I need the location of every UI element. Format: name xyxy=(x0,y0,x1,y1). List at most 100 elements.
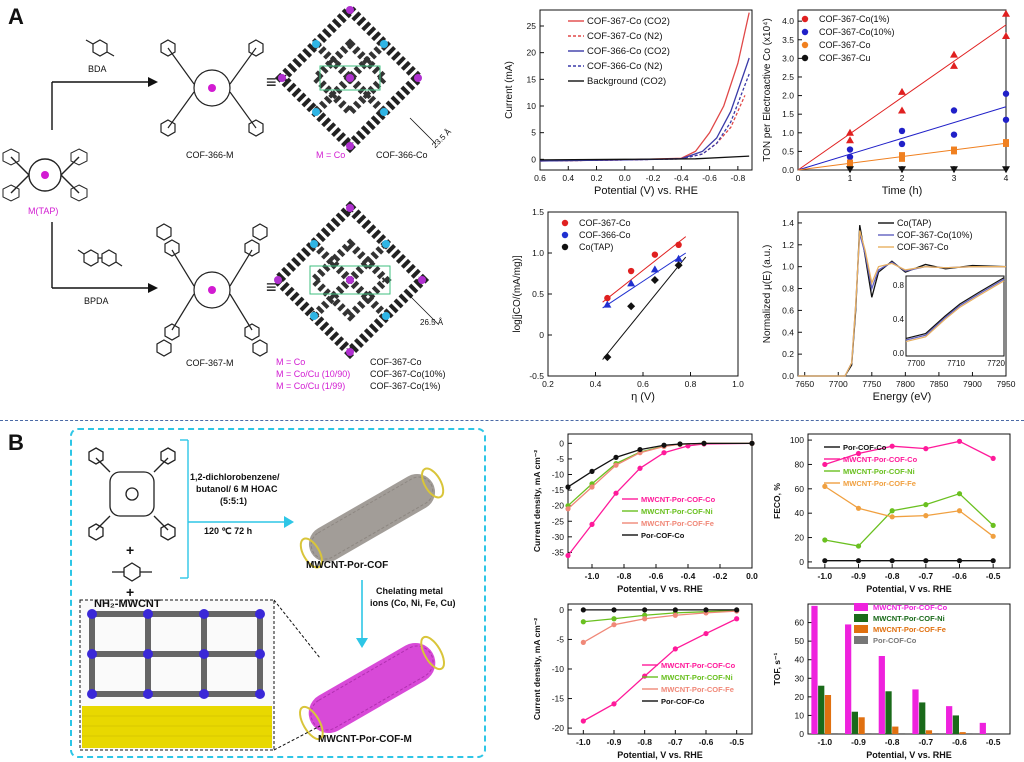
data-point xyxy=(855,543,862,549)
data-point xyxy=(956,558,963,564)
data-point xyxy=(956,491,963,497)
y-tick-label: 0.0 xyxy=(782,165,794,175)
data-point xyxy=(923,446,929,452)
data-point xyxy=(672,612,678,618)
legend-swatch xyxy=(854,614,868,622)
x-tick-label: -1.0 xyxy=(585,571,600,581)
legend-label: MWCNT-Por-COF-Ni xyxy=(641,507,713,516)
legend-label: MWCNT-Por-COF-Co xyxy=(843,455,918,464)
x-tick-label: -1.0 xyxy=(818,737,833,747)
x-tick-label: -0.8 xyxy=(885,571,900,581)
x-axis-label: Energy (eV) xyxy=(873,391,932,403)
precursor-label-text: M(TAP) xyxy=(28,206,59,216)
data-point xyxy=(580,718,586,724)
data-point xyxy=(613,462,619,468)
data-point xyxy=(565,506,571,512)
x-tick-label: -0.9 xyxy=(607,737,622,747)
data-point xyxy=(589,468,595,474)
legend-label: COF-367-Co (CO2) xyxy=(587,16,670,27)
bar xyxy=(878,656,885,734)
data-point xyxy=(603,353,612,362)
data-point xyxy=(565,484,571,490)
x-tick-label: -1.0 xyxy=(818,571,833,581)
fit-line xyxy=(602,252,687,309)
data-point xyxy=(956,508,963,514)
data-point xyxy=(1003,140,1009,147)
x-axis-label: Potential, V vs. RHE xyxy=(866,750,952,760)
data-point xyxy=(950,131,958,138)
y-tick-label: 1.4 xyxy=(782,218,794,228)
y-tick-label: -20 xyxy=(552,501,565,511)
x-tick-label: -0.5 xyxy=(729,737,744,747)
data-point xyxy=(846,136,854,144)
x-tick-label: 7700 xyxy=(829,379,848,389)
fit-line xyxy=(797,24,1007,171)
panel-divider xyxy=(0,420,1024,421)
chart-b3-current: -20 -15 -10 -5 0 -1.0 -0.9 -0.8 -0.7 -0.6 -0.5 Pote… xyxy=(530,598,760,760)
bar xyxy=(824,695,832,734)
x-tick-label: -0.6 xyxy=(952,737,967,747)
data-point xyxy=(950,61,958,69)
plot-frame xyxy=(807,433,1011,569)
data-point xyxy=(898,166,906,174)
equivalence-symbol-bottom: ≡ xyxy=(266,277,277,297)
y-tick-label: 0 xyxy=(559,605,564,615)
plot-frame xyxy=(807,603,1011,735)
y-tick-label: 3.0 xyxy=(782,53,794,63)
x-tick-label: -0.7 xyxy=(919,571,934,581)
data-point xyxy=(703,630,709,637)
panel-b-scheme-drawing xyxy=(79,439,445,751)
y-tick-label: -20 xyxy=(552,723,565,733)
inset-x-tick: 7700 xyxy=(907,359,925,368)
data-point xyxy=(950,166,958,174)
legend-swatch xyxy=(854,625,868,633)
cof366-label: COF-366-M xyxy=(186,150,234,160)
bar xyxy=(932,733,939,734)
bar xyxy=(811,605,818,734)
bar xyxy=(892,726,899,734)
legend-label: MWCNT-Por-COF-Ni xyxy=(873,614,945,623)
y-tick-label: 1.0 xyxy=(782,128,794,138)
data-point xyxy=(899,152,905,159)
legend-label: Por-COF-Co xyxy=(873,636,917,645)
x-tick-label: 7750 xyxy=(862,379,881,389)
data-point xyxy=(1002,116,1010,123)
x-axis-label: η (V) xyxy=(631,391,655,403)
bar xyxy=(952,715,959,734)
inset-line xyxy=(905,277,1005,339)
y-tick-label: -15 xyxy=(552,485,565,495)
cof366-product: COF-366-Co xyxy=(376,150,428,160)
y-tick-label: 0.0 xyxy=(782,371,794,381)
series-line xyxy=(583,610,737,643)
fit-line xyxy=(602,236,687,303)
y-tick-label: 0 xyxy=(531,154,536,164)
x-tick-label: -0.6 xyxy=(699,737,714,747)
data-point xyxy=(637,446,643,453)
chelating-line-1: Chelating metal xyxy=(376,586,444,596)
data-point xyxy=(661,442,667,448)
y-tick-label: 20 xyxy=(795,533,805,543)
data-point xyxy=(923,513,929,519)
bar xyxy=(851,711,858,734)
y-tick-label: 1.0 xyxy=(782,262,794,272)
plot-frame xyxy=(797,211,1007,377)
cof366-framework xyxy=(274,2,437,154)
legend-swatch xyxy=(561,231,569,239)
y-tick-label: 0.5 xyxy=(782,146,794,156)
y-axis-label: TOF, s⁻¹ xyxy=(772,652,782,685)
legend-swatch xyxy=(801,28,809,36)
y-tick-label: 1.5 xyxy=(532,207,544,217)
panel-b-letter: B xyxy=(8,430,24,455)
data-point xyxy=(565,552,571,559)
plot-frame xyxy=(567,433,753,569)
legend-label: COF-367-Co xyxy=(897,242,949,252)
cof367-product-0: COF-367-Co xyxy=(370,357,422,367)
series-line xyxy=(798,230,1006,377)
y-tick-label: 0.5 xyxy=(532,289,544,299)
series-line xyxy=(539,57,750,162)
data-point xyxy=(701,440,707,446)
inset-x-tick: 7720 xyxy=(987,359,1005,368)
x-tick-label: 7650 xyxy=(795,379,814,389)
data-point xyxy=(637,465,643,471)
y-tick-label: 0 xyxy=(799,729,804,739)
